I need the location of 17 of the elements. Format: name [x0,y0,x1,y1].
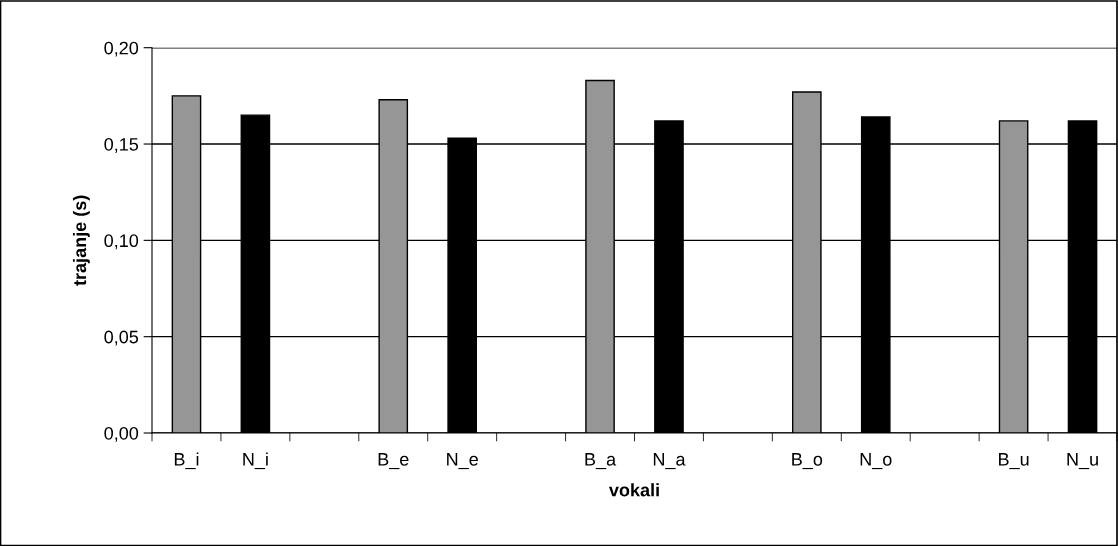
y-tick-label: 0,05 [104,330,139,346]
x-tick-label: N_e [447,453,478,470]
x-tick-label: N_u [1067,453,1098,470]
x-tick-label: N_o [860,453,892,470]
x-axis-title: vokali [608,483,659,497]
x-tick-label: N_a [653,453,686,470]
x-tick-label: B_a [585,453,617,470]
x-tick-label: N_i [243,452,268,470]
y-tick-label: 0,10 [104,234,139,250]
y-tick-label: 0,15 [104,137,139,153]
y-tick-label: 0,00 [104,426,139,442]
x-tick-label: B_e [378,453,409,470]
y-tick-label: 0,20 [104,41,139,57]
y-axis-title: trajanje (s) [72,195,90,286]
x-tick-label: B_u [999,453,1029,470]
x-tick-label: B_o [792,453,823,470]
x-tick-label: B_i [174,452,199,470]
